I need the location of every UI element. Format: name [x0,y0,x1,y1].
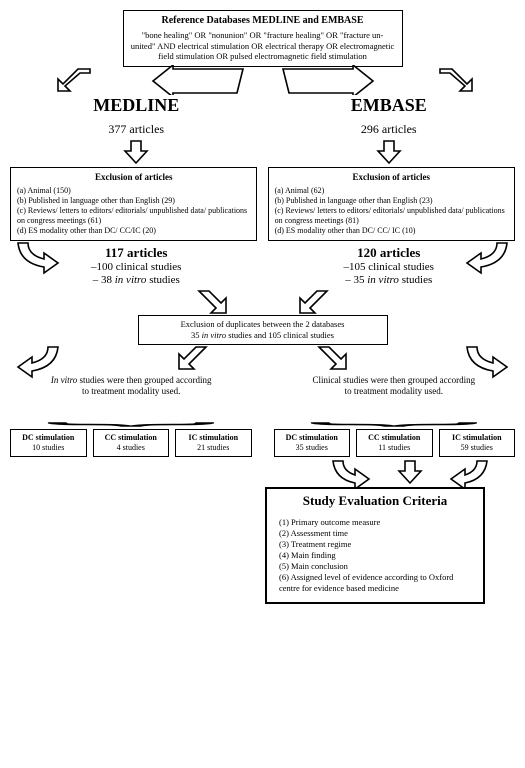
arrow-down-right-1 [374,139,404,165]
excl-left-d: (d) ES modality other than DC/ CC/IC (20… [17,226,250,236]
excl-right-d: (d) ES modality other than DC/ CC/ IC (1… [275,226,508,236]
res-r-dc: DC stimulation35 studies [274,429,351,457]
criteria-box: Study Evaluation Criteria (1) Primary ou… [265,487,485,604]
excl-right-a: (a) Animal (62) [275,186,508,196]
top-title: Reference Databases MEDLINE and EMBASE [130,15,396,26]
res-r-cc: CC stimulation11 studies [356,429,433,457]
excl-right-b: (b) Published in language other than Eng… [275,196,508,206]
arrow-crit-2 [395,459,425,487]
res-r-ic: IC stimulation59 studies [439,429,516,457]
criteria-title: Study Evaluation Criteria [273,493,477,509]
arrow-outer-right [455,345,515,379]
arrow-to-embase [428,65,478,99]
criteria-list: (1) Primary outcome measure (2) Assessme… [273,515,477,598]
mid-left-title: 117 articles [105,245,167,261]
top-terms: "bone healing" OR "nonunion" OR "fractur… [130,30,396,62]
excl-right-title: Exclusion of articles [275,172,508,182]
dup-l2: 35 in vitro studies and 105 clinical stu… [143,330,383,341]
db-left-name: MEDLINE [93,95,179,116]
brace-left: ⏟ [10,410,252,420]
arrow-diverge-right [313,345,353,373]
mid-right-title: 120 articles [357,245,420,261]
dup-l1: Exclusion of duplicates between the 2 da… [143,319,383,330]
arrow-converge-right [293,289,333,317]
excl-left-box: Exclusion of articles (a) Animal (150) (… [10,167,257,241]
group-right: Clinical studies were then grouped accor… [273,375,515,398]
mid-right-l1: –105 clinical studies [344,261,434,274]
excl-left-a: (a) Animal (150) [17,186,250,196]
db-right-name: EMBASE [351,95,427,116]
top-box: Reference Databases MEDLINE and EMBASE "… [123,10,403,67]
excl-left-title: Exclusion of articles [17,172,250,182]
db-left-count: 377 articles [108,122,164,137]
excl-right-box: Exclusion of articles (a) Animal (62) (b… [268,167,515,241]
res-l-dc: DC stimulation10 studies [10,429,87,457]
db-right-count: 296 articles [361,122,417,137]
res-l-cc: CC stimulation4 studies [93,429,170,457]
excl-left-c: (c) Reviews/ letters to editors/ editori… [17,206,250,226]
mid-left-l1: –100 clinical studies [91,261,181,274]
arrow-down-left-1 [121,139,151,165]
arrow-crit-1 [325,459,375,489]
arrow-converge-left [193,289,233,317]
arrow-crit-3 [445,459,495,489]
dup-box: Exclusion of duplicates between the 2 da… [138,315,388,344]
res-l-ic: IC stimulation21 studies [175,429,252,457]
mid-left-l2: – 38 in vitro studies [93,274,180,287]
brace-right: ⏟ [273,410,515,420]
arrow-outer-left [10,345,70,379]
mid-right-l2: – 35 in vitro studies [345,274,432,287]
excl-left-b: (b) Published in language other than Eng… [17,196,250,206]
excl-right-c: (c) Reviews/ letters to editors/ editori… [275,206,508,226]
arrow-diverge-left [172,345,212,373]
group-left: In vitro studies were then grouped accor… [10,375,252,398]
arrow-to-medline [48,65,98,99]
